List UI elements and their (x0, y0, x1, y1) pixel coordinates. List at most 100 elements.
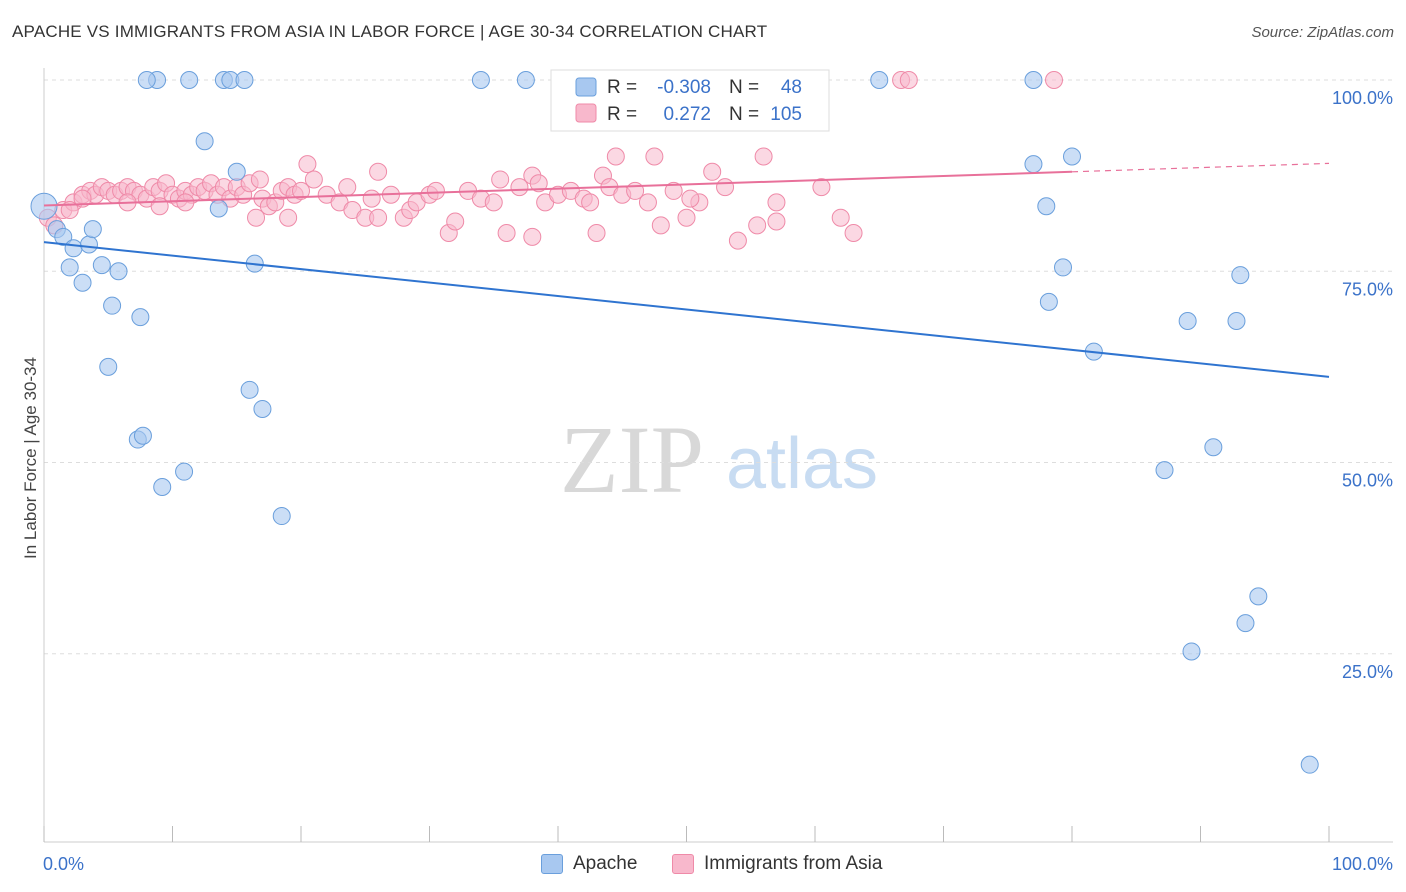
asia-point (638, 193, 657, 212)
apache-points (30, 71, 1319, 774)
asia-point (844, 224, 863, 242)
stats-apache-r-label: R = (607, 77, 637, 98)
apache-point (131, 308, 150, 327)
asia-point (484, 193, 503, 212)
apache-point (1236, 614, 1255, 633)
asia-point (176, 193, 195, 212)
apache-point (1231, 266, 1250, 285)
apache-point (870, 71, 889, 89)
apache-point (180, 71, 199, 89)
apache-point (103, 296, 122, 315)
legend-apache-label: Apache (573, 853, 638, 874)
apache-point (209, 199, 228, 218)
asia-point (767, 212, 786, 231)
apache-point (137, 71, 156, 89)
asia-point (529, 174, 548, 193)
stats-apache-n-label: N = (729, 77, 759, 98)
asia-point (426, 181, 445, 200)
asia-point (831, 208, 850, 227)
asia-point (754, 147, 773, 166)
legend-apache-swatch (541, 854, 563, 874)
apache-point (1039, 292, 1058, 311)
asia-point (728, 231, 747, 250)
watermark-zip: ZIP (560, 406, 704, 513)
asia-point (292, 181, 310, 200)
asia-point (279, 208, 298, 227)
asia-point (748, 216, 767, 235)
stats-asia-r-value: 0.272 (663, 104, 711, 125)
asia-point (497, 224, 516, 242)
chart-source: Source: ZipAtlas.com (1251, 24, 1394, 41)
apache-point (240, 380, 259, 399)
asia-point (581, 193, 600, 212)
apache-point (64, 239, 83, 258)
apache-point (79, 235, 98, 254)
asia-point (150, 197, 169, 216)
stats-asia-n-label: N = (729, 104, 759, 125)
apache-point (227, 162, 246, 181)
asia-point (606, 147, 625, 166)
apache-point (60, 258, 79, 277)
watermark-atlas: atlas (726, 424, 878, 504)
asia-point (369, 162, 388, 181)
asia-point (73, 189, 92, 208)
asia-point (645, 147, 664, 166)
stats-apache-swatch (575, 77, 597, 97)
apache-point (83, 220, 102, 239)
apache-point (1249, 587, 1268, 606)
asia-point (304, 170, 323, 189)
asia-point (899, 71, 918, 89)
apache-point (253, 399, 272, 418)
legend-apache[interactable]: Apache (541, 851, 637, 877)
apache-point (1024, 71, 1043, 89)
asia-point (491, 170, 510, 189)
apache-point (1037, 197, 1056, 216)
stats-asia-r-label: R = (607, 104, 637, 125)
legend-asia[interactable]: Immigrants from Asia (672, 851, 882, 877)
asia-point (681, 189, 700, 208)
y-tick-label: 50.0% (1342, 471, 1393, 491)
apache-point (1227, 311, 1246, 330)
asia-point (362, 189, 381, 208)
apache-point (1155, 461, 1174, 480)
apache-point (73, 273, 92, 292)
apache-point (92, 256, 111, 275)
apache-point (471, 71, 490, 89)
chart-title: APACHE VS IMMIGRANTS FROM ASIA IN LABOR … (12, 22, 768, 41)
stats-apache-n-value: 48 (781, 77, 802, 98)
asia-point (338, 178, 357, 197)
apache-point (99, 357, 118, 376)
asia-point (523, 227, 542, 246)
asia-point (664, 181, 683, 200)
tick-labels: 25.0% 50.0% 75.0% 100.0% 0.0% 100.0% (43, 88, 1393, 874)
asia-point (369, 208, 388, 227)
stats-asia-swatch (575, 103, 597, 123)
asia-point (716, 178, 735, 197)
apache-point (153, 477, 172, 496)
apache-trend-line (43, 241, 1330, 378)
apache-point (1054, 258, 1073, 277)
stats-apache-r-value: -0.308 (657, 77, 711, 98)
apache-point (1178, 311, 1197, 330)
stats-box: R = -0.308 N = 48 R = 0.272 N = 105 (550, 69, 830, 132)
apache-point (109, 262, 128, 281)
apache-point (272, 507, 291, 526)
asia-point (587, 224, 606, 242)
axis-ticks (43, 826, 1330, 842)
apache-point (516, 71, 535, 89)
asia-point (812, 178, 831, 197)
stats-asia-n-value: 105 (770, 104, 802, 125)
x-tick-label: 0.0% (43, 854, 84, 874)
asia-point (60, 201, 79, 220)
asia-point (767, 193, 786, 212)
apache-point (1204, 438, 1223, 457)
apache-point (30, 192, 58, 220)
asia-point (446, 212, 465, 231)
asia-point (703, 162, 722, 181)
asia-point (677, 208, 696, 227)
apache-point (195, 132, 214, 151)
y-tick-label: 75.0% (1342, 279, 1393, 299)
asia-trend-line (43, 170, 1073, 207)
asia-point (298, 155, 317, 174)
